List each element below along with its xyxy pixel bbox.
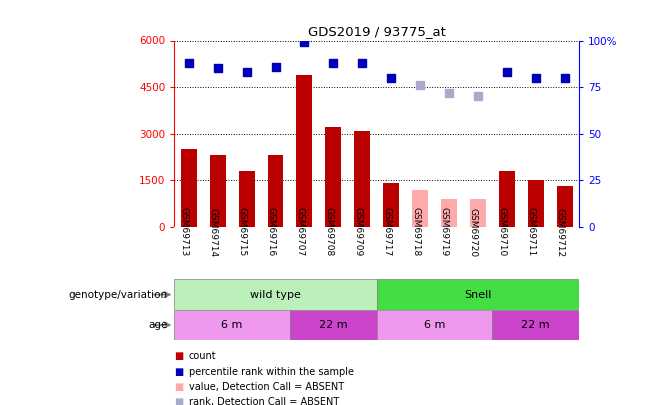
Point xyxy=(472,93,483,100)
Point xyxy=(559,75,570,81)
Bar xyxy=(181,149,197,227)
Text: ■: ■ xyxy=(174,351,184,361)
Text: GSM69720: GSM69720 xyxy=(469,207,478,257)
Bar xyxy=(470,199,486,227)
Text: 6 m: 6 m xyxy=(222,320,243,330)
Bar xyxy=(239,171,255,227)
Bar xyxy=(557,186,572,227)
Point xyxy=(501,69,512,75)
Bar xyxy=(174,310,290,340)
Text: rank, Detection Call = ABSENT: rank, Detection Call = ABSENT xyxy=(189,397,339,405)
Text: GSM69717: GSM69717 xyxy=(382,207,391,257)
Text: GSM69709: GSM69709 xyxy=(353,207,363,257)
Bar xyxy=(376,279,579,310)
Bar xyxy=(441,199,457,227)
Bar xyxy=(297,75,313,227)
Point xyxy=(328,60,339,66)
Text: count: count xyxy=(189,351,216,361)
Text: ■: ■ xyxy=(174,397,184,405)
Text: GSM69712: GSM69712 xyxy=(555,207,565,257)
Point xyxy=(415,82,425,88)
Text: genotype/variation: genotype/variation xyxy=(68,290,168,300)
Point xyxy=(213,65,223,72)
Text: 22 m: 22 m xyxy=(521,320,550,330)
Text: ■: ■ xyxy=(174,367,184,377)
Bar xyxy=(492,310,579,340)
Bar xyxy=(376,310,492,340)
Bar xyxy=(174,279,376,310)
Text: GSM69710: GSM69710 xyxy=(498,207,507,257)
Bar xyxy=(499,171,515,227)
Bar xyxy=(383,183,399,227)
Text: GSM69715: GSM69715 xyxy=(238,207,247,257)
Point xyxy=(357,60,368,66)
Point xyxy=(299,39,310,46)
Title: GDS2019 / 93775_at: GDS2019 / 93775_at xyxy=(308,25,445,38)
Bar xyxy=(268,156,284,227)
Point xyxy=(530,75,541,81)
Text: GSM69718: GSM69718 xyxy=(411,207,420,257)
Bar xyxy=(354,130,370,227)
Text: GSM69713: GSM69713 xyxy=(180,207,189,257)
Point xyxy=(443,90,454,96)
Text: GSM69714: GSM69714 xyxy=(209,207,218,257)
Bar xyxy=(412,190,428,227)
Text: GSM69716: GSM69716 xyxy=(266,207,276,257)
Point xyxy=(270,63,281,70)
Bar xyxy=(290,310,376,340)
Text: age: age xyxy=(149,320,168,330)
Text: percentile rank within the sample: percentile rank within the sample xyxy=(189,367,354,377)
Text: 22 m: 22 m xyxy=(319,320,347,330)
Point xyxy=(241,69,252,75)
Bar xyxy=(326,128,342,227)
Text: 6 m: 6 m xyxy=(424,320,445,330)
Text: ■: ■ xyxy=(174,382,184,392)
Text: GSM69708: GSM69708 xyxy=(324,207,334,257)
Point xyxy=(386,75,396,81)
Text: value, Detection Call = ABSENT: value, Detection Call = ABSENT xyxy=(189,382,344,392)
Bar xyxy=(210,156,226,227)
Text: wild type: wild type xyxy=(250,290,301,300)
Text: GSM69711: GSM69711 xyxy=(526,207,536,257)
Point xyxy=(184,60,194,66)
Bar xyxy=(528,180,544,227)
Text: Snell: Snell xyxy=(464,290,492,300)
Text: GSM69719: GSM69719 xyxy=(440,207,449,257)
Text: GSM69707: GSM69707 xyxy=(295,207,305,257)
